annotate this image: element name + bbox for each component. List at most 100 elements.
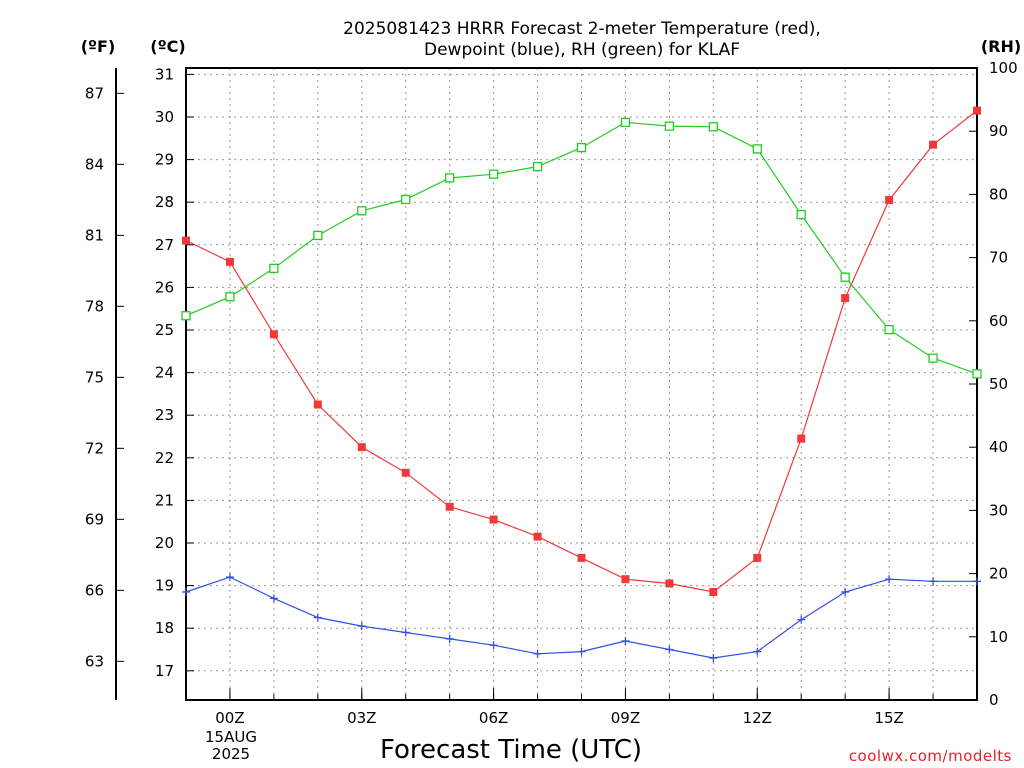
dewpoint-point [753, 647, 762, 656]
rh-point [708, 122, 718, 132]
rh-tick-label: 90 [989, 122, 1008, 140]
rh-tick-label: 50 [989, 375, 1008, 393]
celsius-tick-label: 17 [155, 662, 174, 680]
temperature-point [182, 236, 190, 245]
dewpoint-point [841, 587, 850, 596]
rh-tick-label: 80 [989, 185, 1008, 203]
celsius-tick-label: 24 [155, 364, 174, 382]
fahrenheit-tick-label: 63 [85, 652, 104, 670]
fahrenheit-tick-label: 81 [85, 226, 104, 244]
dewpoint-point [182, 587, 190, 596]
x-date-label-line-1: 15AUG [205, 728, 257, 746]
dewpoint-point [357, 622, 366, 631]
celsius-tick-label: 28 [155, 193, 174, 211]
dewpoint-point [797, 615, 806, 624]
dewpoint-point [973, 577, 981, 586]
rh-point [664, 121, 675, 131]
dewpoint-point [709, 654, 718, 663]
fahrenheit-tick-label: 69 [85, 510, 104, 528]
x-tick-label: 03Z [347, 709, 376, 727]
celsius-tick-label: 27 [155, 236, 174, 254]
dewpoint-point [445, 634, 454, 643]
celsius-tick-label: 18 [155, 619, 174, 637]
temperature-point [401, 468, 410, 477]
celsius-tick-label: 31 [155, 65, 174, 83]
dewpoint-point [225, 573, 234, 582]
temperature-point [973, 106, 981, 115]
temperature-point [753, 553, 762, 562]
rh-point [620, 117, 631, 128]
rh-point [752, 144, 762, 154]
rh-tick-label: 60 [989, 312, 1008, 330]
dewpoint-point [885, 575, 894, 584]
chart-title-line-2: Dewpoint (blue), RH (green) for KLAF [424, 40, 740, 60]
rh-tick-label: 70 [989, 249, 1008, 267]
temperature-point [577, 553, 586, 562]
x-tick-label: 15Z [874, 709, 903, 727]
fahrenheit-tick-label: 66 [85, 581, 104, 599]
x-tick-label: 09Z [611, 709, 640, 727]
dewpoint-point [665, 645, 674, 654]
celsius-tick-label: 30 [155, 108, 174, 126]
celsius-tick-label: 29 [155, 151, 174, 169]
temperature-point [357, 443, 366, 452]
temperature-point [533, 532, 542, 541]
x-tick-label: 06Z [479, 709, 508, 727]
temperature-point [269, 330, 278, 339]
celsius-unit-label: (ºC) [150, 37, 185, 56]
temperature-point [929, 140, 938, 149]
temperature-point [797, 434, 806, 443]
dewpoint-point [269, 594, 278, 603]
rh-point [357, 206, 367, 216]
x-tick-label: 12Z [743, 709, 772, 727]
temperature-point [841, 294, 850, 303]
credit-label: coolwx.com/modelts [849, 747, 1012, 765]
rh-point [313, 230, 323, 241]
temperature-point [885, 196, 894, 205]
dewpoint-point [533, 649, 542, 658]
rh-point [225, 292, 235, 302]
dewpoint-point [313, 613, 322, 622]
dewpoint-point [577, 647, 586, 656]
temperature-point [621, 575, 630, 584]
fahrenheit-tick-label: 84 [85, 155, 104, 173]
axes: 17 18 19 20 21 22 23 24 25 26 27 28 29 30 31 63 66 69 72 75… [85, 59, 1018, 727]
celsius-tick-label: 21 [155, 491, 174, 509]
rh-point [532, 161, 543, 172]
x-tick-label: 00Z [215, 709, 244, 727]
temperature-point [313, 400, 322, 409]
rh-point [488, 169, 499, 179]
temperature-point [709, 587, 718, 596]
rh-tick-label: 30 [989, 501, 1008, 519]
celsius-tick-label: 26 [155, 278, 174, 296]
rh-tick-label: 100 [989, 59, 1018, 77]
series [181, 106, 982, 663]
dewpoint-point [401, 628, 410, 637]
rh-point [445, 173, 455, 183]
rh-tick-label: 0 [989, 691, 999, 709]
fahrenheit-tick-label: 72 [85, 439, 104, 457]
rh-point [796, 209, 806, 220]
temperature-point [665, 579, 674, 588]
rh-tick-label: 10 [989, 628, 1008, 646]
temperature-point [489, 515, 498, 524]
rh-point [576, 142, 587, 153]
rh-point [972, 369, 982, 379]
dewpoint-point [929, 577, 938, 586]
fahrenheit-unit-label: (ºF) [81, 37, 116, 56]
rh-unit-label: (RH) [981, 37, 1021, 56]
rh-point [884, 324, 894, 335]
rh-point [181, 311, 191, 321]
rh-tick-label: 40 [989, 438, 1008, 456]
dewpoint-point [489, 641, 498, 650]
x-date-label-line-2: 2025 [212, 745, 250, 763]
celsius-tick-label: 19 [155, 577, 174, 595]
chart-title-line-1: 2025081423 HRRR Forecast 2-meter Tempera… [343, 19, 821, 39]
celsius-tick-label: 25 [155, 321, 174, 339]
rh-tick-label: 20 [989, 565, 1008, 583]
rh-point [401, 194, 411, 205]
celsius-tick-label: 20 [155, 534, 174, 552]
x-axis-title: Forecast Time (UTC) [380, 735, 642, 765]
rh-point [269, 263, 279, 273]
